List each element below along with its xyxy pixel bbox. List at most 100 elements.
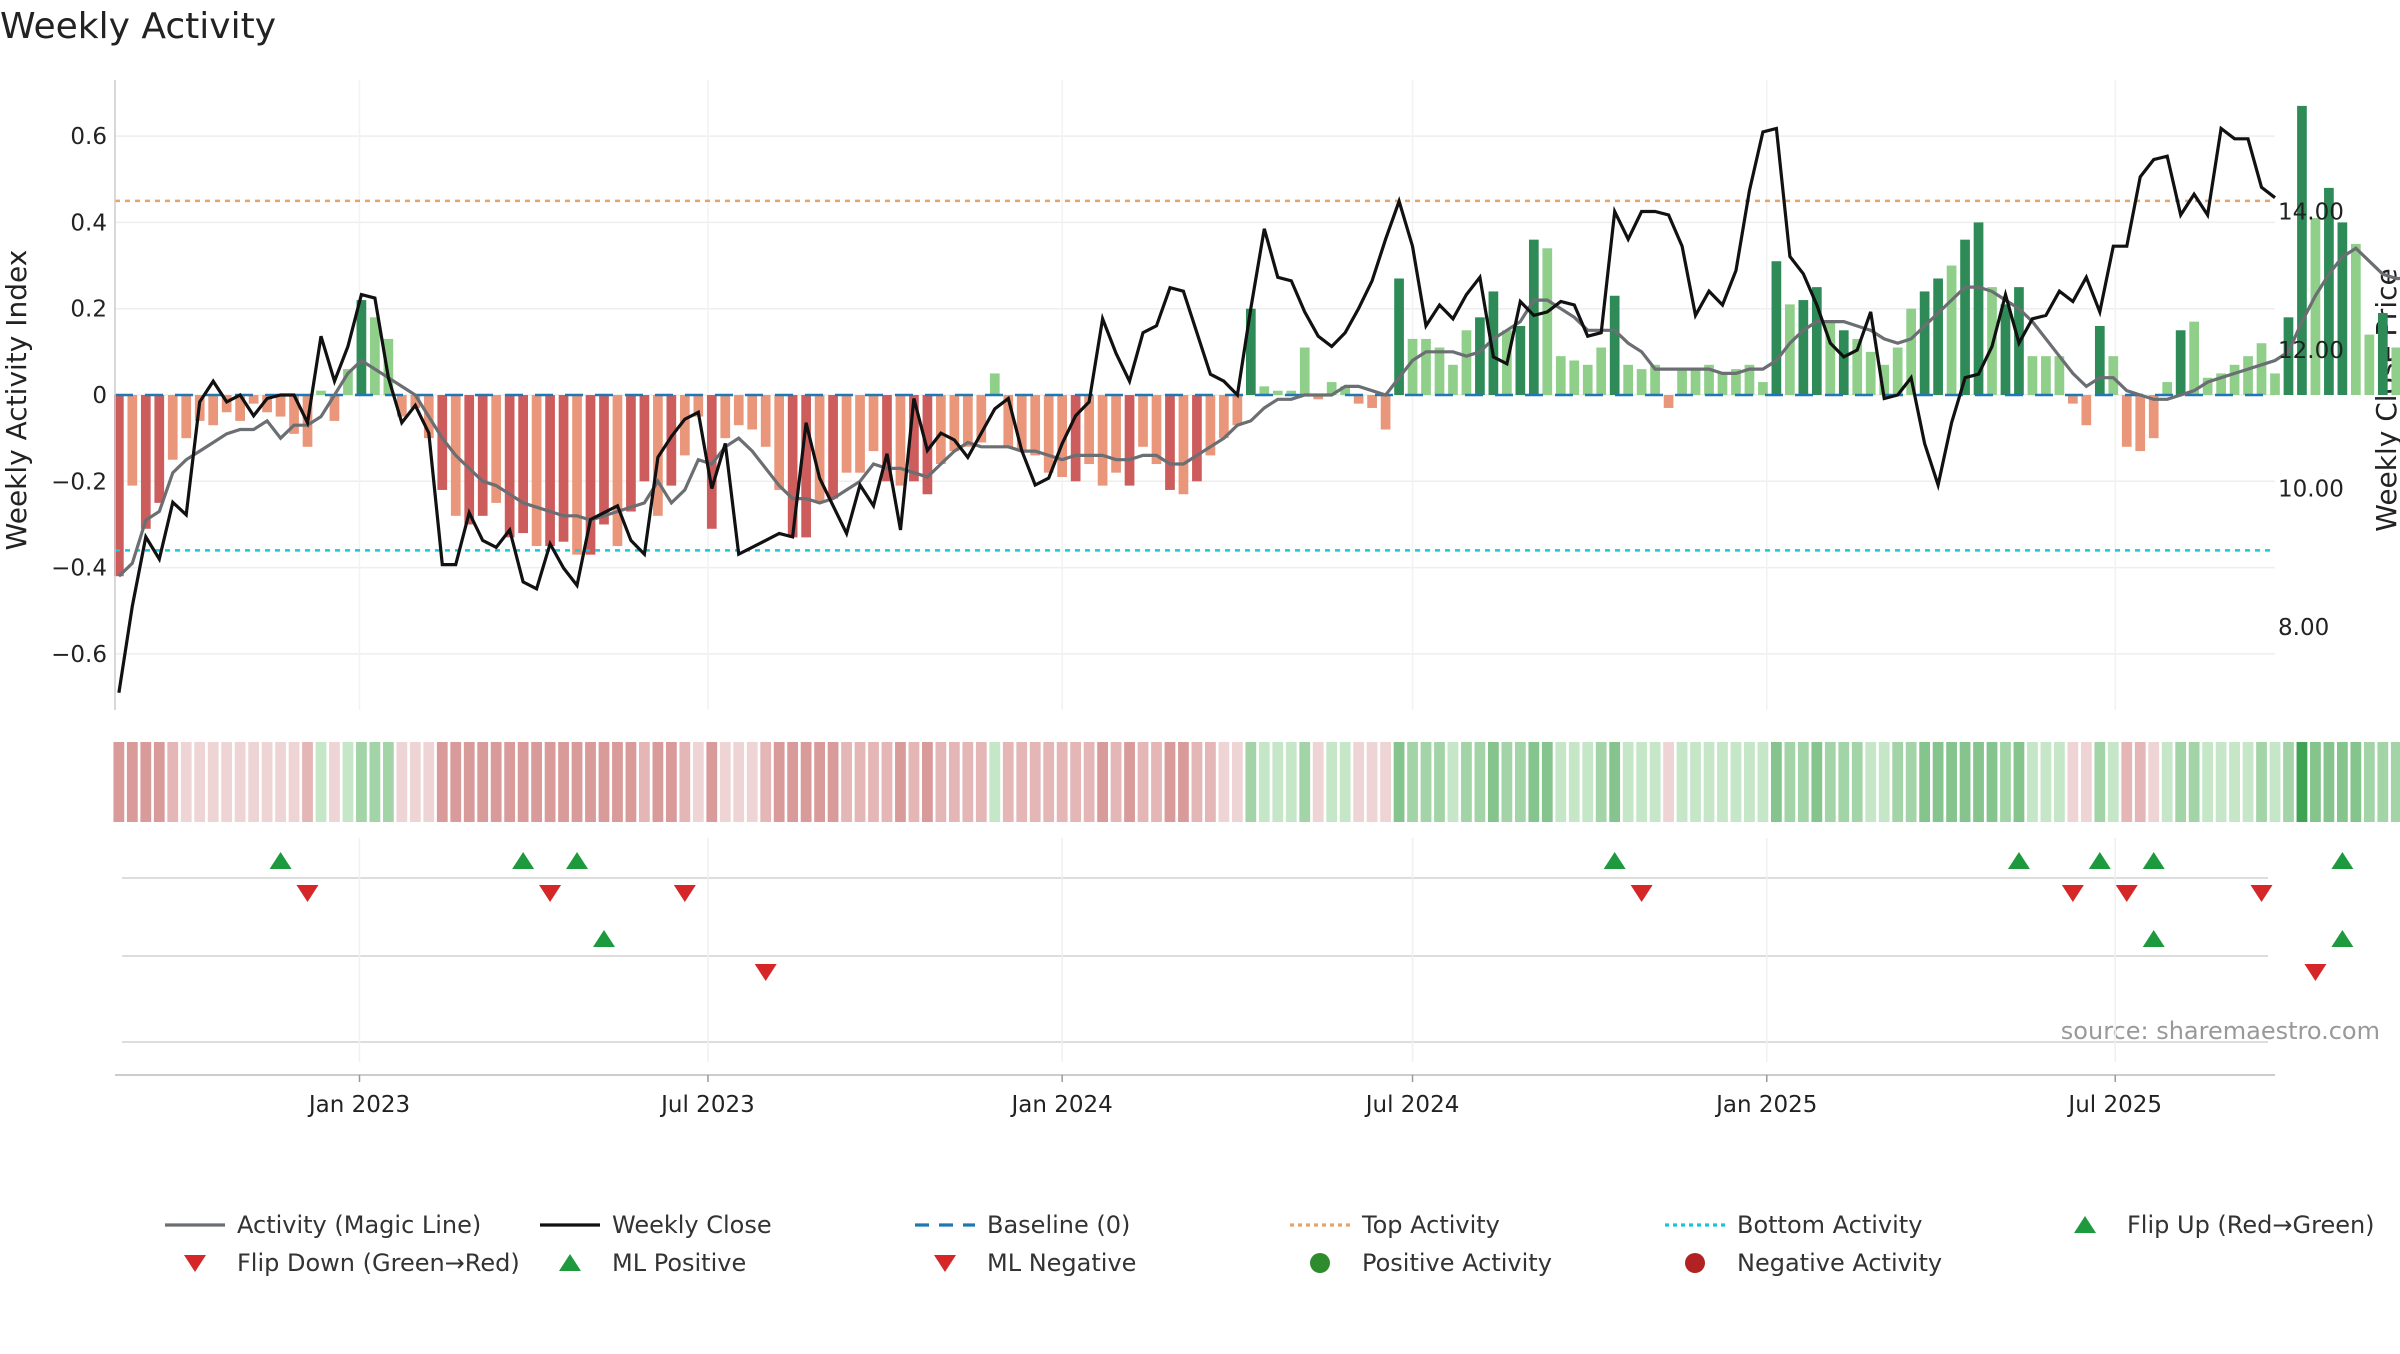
activity-bar — [2081, 395, 2092, 426]
legend-swatch-tri-down — [934, 1255, 956, 1272]
heat-cell — [1151, 742, 1162, 822]
flip-down-marker — [296, 885, 319, 902]
activity-bar — [127, 395, 138, 486]
activity-bar — [1973, 222, 1984, 395]
activity-bar — [720, 395, 731, 439]
activity-bar — [531, 395, 542, 547]
heat-cell — [1568, 742, 1580, 822]
activity-bar — [639, 395, 650, 482]
heat-cell — [2161, 742, 2173, 822]
activity-bar — [2216, 373, 2226, 395]
heat-cell — [841, 742, 852, 822]
legend-label: Flip Down (Green→Red) — [237, 1249, 520, 1277]
activity-bar — [747, 395, 758, 430]
legend-label: Baseline (0) — [987, 1211, 1130, 1239]
legend-item: Weekly Close — [540, 1211, 772, 1239]
heat-cell — [1622, 742, 1634, 822]
heat-cell — [1528, 742, 1540, 822]
activity-bar — [1394, 278, 1404, 395]
legend-item: Bottom Activity — [1665, 1211, 1922, 1239]
activity-bar — [181, 395, 192, 439]
heat-cell — [1663, 742, 1674, 822]
activity-bar — [1016, 395, 1027, 452]
flip-up-marker — [2088, 852, 2111, 869]
heat-cell — [1676, 742, 1688, 822]
heat-cell — [504, 742, 516, 822]
activity-bar — [410, 395, 421, 408]
heat-cell — [881, 742, 893, 822]
heat-cell — [2094, 742, 2106, 822]
activity-bar — [949, 395, 960, 452]
activity-bar — [1785, 304, 1795, 395]
y2-tick-label: 12.00 — [2278, 338, 2344, 364]
heat-cell — [1002, 742, 1014, 822]
legend-label: Top Activity — [1361, 1211, 1500, 1239]
activity-bar — [1097, 395, 1108, 486]
heat-cell — [2296, 742, 2308, 822]
activity-bar — [2000, 304, 2011, 395]
activity-bar — [1623, 364, 1634, 395]
heat-cell — [396, 742, 408, 822]
activity-bar — [1070, 395, 1081, 482]
y2-tick-label: 8.00 — [2278, 615, 2329, 641]
heat-cell — [1488, 742, 1499, 822]
activity-bar — [491, 395, 502, 503]
lines-layer — [115, 125, 2400, 693]
activity-bar — [329, 395, 340, 421]
heat-cell — [2013, 742, 2025, 822]
heat-cell — [342, 742, 354, 822]
activity-bar — [396, 395, 407, 417]
flip-up-marker — [269, 852, 292, 869]
activity-bar — [814, 395, 825, 503]
activity-bar — [2121, 395, 2132, 447]
activity-bar — [1353, 395, 1364, 404]
activity-bar — [1151, 395, 1162, 465]
flip-down-marker — [539, 885, 562, 902]
heat-cell — [1582, 742, 1594, 822]
activity-bar — [2148, 395, 2159, 439]
heat-cell — [1986, 742, 1998, 822]
heat-cell — [1514, 742, 1526, 822]
activity-bar — [1825, 321, 1836, 395]
x-tick-label: Jan 2025 — [1714, 1092, 1817, 1118]
heat-cell — [194, 742, 206, 822]
heat-cell — [2107, 742, 2119, 822]
activity-bar — [895, 395, 906, 486]
heat-cell — [1339, 742, 1351, 822]
activity-bar — [1138, 395, 1148, 447]
activity-bar — [1515, 325, 1526, 395]
heat-cell — [153, 742, 165, 822]
flip-up-marker — [2142, 852, 2165, 869]
heat-cell — [1865, 742, 1877, 822]
ml-positive-marker — [2331, 930, 2354, 947]
legend-item: Top Activity — [1290, 1211, 1500, 1239]
ml-negative-marker — [2304, 964, 2327, 981]
legend-label: ML Positive — [612, 1249, 746, 1277]
x-tick-label: Jul 2023 — [659, 1092, 755, 1118]
heat-cell — [1110, 742, 1122, 822]
heat-cell — [2363, 742, 2375, 822]
heat-cell — [719, 742, 731, 822]
heat-cell — [585, 742, 596, 822]
heat-cell — [2040, 742, 2052, 822]
legend-label: Positive Activity — [1362, 1249, 1552, 1277]
heat-cell — [760, 742, 772, 822]
activity-bar — [1124, 395, 1135, 486]
activity-bar — [1475, 317, 1485, 395]
activity-bar — [976, 395, 987, 443]
heat-cell — [113, 742, 125, 822]
activity-bar — [1879, 364, 1890, 395]
heat-cell — [1124, 742, 1135, 822]
heat-cell — [1420, 742, 1432, 822]
legend-item: Baseline (0) — [915, 1211, 1130, 1239]
heat-cell — [1474, 742, 1486, 822]
heat-cell — [1636, 742, 1648, 822]
activity-bar — [1192, 395, 1202, 482]
flip-down-marker — [1630, 885, 1653, 902]
activity-bar — [2202, 377, 2213, 395]
activity-bar — [1421, 338, 1431, 395]
activity-bar — [1043, 395, 1054, 473]
heat-cell — [1690, 742, 1701, 822]
heat-cell — [356, 742, 367, 822]
activity-bar — [2135, 395, 2146, 452]
